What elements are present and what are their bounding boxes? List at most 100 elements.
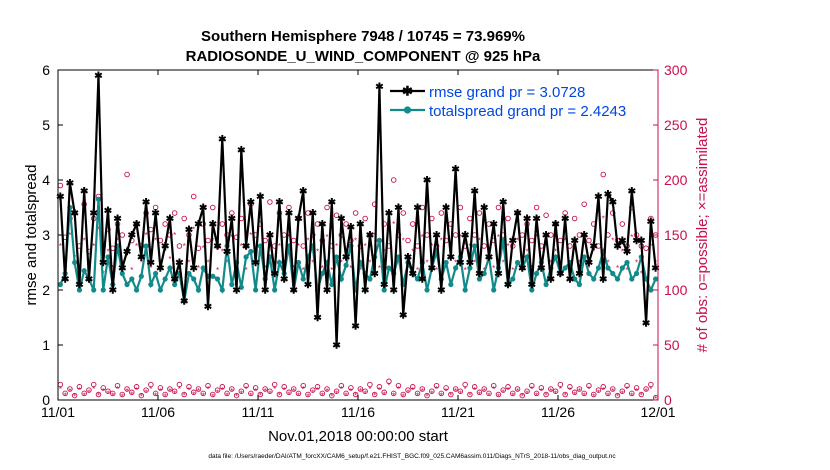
obs-possible-point-low [505, 384, 511, 390]
rmse-point: ✱ [280, 275, 289, 286]
obs-assimilated-point-low: * [364, 389, 367, 398]
rmse-point: ✱ [151, 209, 160, 220]
obs-assimilated-point-high: * [154, 237, 157, 246]
rmse-point: ✱ [80, 187, 89, 198]
obs-possible-point-high [229, 210, 235, 216]
totalspread-point [510, 276, 516, 282]
obs-possible-point-high [543, 212, 549, 218]
totalspread-point [300, 276, 306, 282]
rmse-point: ✱ [361, 286, 370, 297]
obs-assimilated-point-low: * [573, 391, 576, 400]
rmse-point: ✱ [366, 231, 375, 242]
x-tick-label: 11/21 [441, 404, 475, 420]
obs-assimilated-point-low: * [473, 386, 476, 395]
totalspread-point [424, 287, 430, 293]
obs-assimilated-point-high: * [506, 242, 509, 251]
obs-assimilated-point-low: * [583, 392, 586, 401]
obs-assimilated-point-high: * [359, 266, 362, 275]
obs-assimilated-point-high: * [83, 237, 86, 246]
rmse-point: ✱ [632, 236, 641, 247]
obs-assimilated-point-low: * [378, 386, 381, 395]
obs-assimilated-point-low: * [606, 392, 609, 401]
obs-possible-point-low [424, 392, 430, 399]
y-right-tick-label: 150 [664, 227, 688, 243]
obs-assimilated-point-low: * [416, 392, 419, 401]
obs-possible-point-high [362, 215, 368, 222]
obs-assimilated-point-low: * [540, 387, 543, 396]
obs-assimilated-point-high: * [530, 264, 533, 273]
rmse-point: ✱ [623, 247, 632, 258]
obs-assimilated-point-high: * [440, 237, 443, 246]
obs-assimilated-point-high: * [278, 242, 281, 251]
y-right-tick-label: 100 [664, 282, 688, 298]
legend-rmse-marker: ✱ [402, 84, 413, 99]
obs-possible-point-low [605, 390, 611, 397]
obs-assimilated-point-high: * [459, 233, 462, 242]
obs-assimilated-point-high: * [240, 242, 243, 251]
obs-possible-point-low [86, 387, 92, 393]
obs-assimilated-point-low: * [287, 391, 290, 400]
obs-assimilated-point-low: * [564, 392, 567, 401]
obs-possible-point-high [324, 204, 330, 211]
obs-possible-point-low [333, 388, 340, 394]
rmse-point: ✱ [85, 275, 94, 286]
obs-possible-point-low [262, 386, 268, 392]
totalspread-point [95, 196, 102, 202]
obs-possible-point-low [205, 382, 211, 389]
obs-possible-point-low [648, 381, 654, 388]
obs-assimilated-point-high: * [111, 264, 114, 273]
rmse-point: ✱ [70, 209, 79, 220]
obs-assimilated-point-high: * [378, 264, 381, 273]
legend-rmse-label: rmse grand pr = 3.0728 [429, 84, 585, 101]
y-axis-label-left: rmse and totalspread [23, 165, 40, 306]
obs-assimilated-point-low: * [630, 392, 633, 401]
rmse-point: ✱ [142, 198, 151, 209]
obs-assimilated-point-high: * [411, 248, 414, 257]
obs-possible-point-low [314, 384, 321, 390]
obs-possible-point-low [181, 391, 187, 398]
obs-assimilated-point-low: * [468, 392, 471, 401]
obs-possible-point-low [100, 385, 106, 391]
obs-possible-point-low [405, 387, 411, 393]
rmse-point: ✱ [599, 275, 608, 286]
rmse-point: ✱ [532, 214, 541, 225]
obs-assimilated-point-low: * [116, 385, 119, 394]
obs-assimilated-point-low: * [197, 387, 200, 396]
obs-possible-point-low [500, 387, 506, 393]
rmse-point: ✱ [185, 225, 194, 236]
obs-assimilated-point-high: * [68, 231, 71, 240]
y-right-tick-label: 300 [664, 62, 688, 78]
obs-assimilated-point-low: * [406, 388, 409, 397]
obs-assimilated-point-low: * [421, 387, 424, 396]
obs-possible-point-high [286, 204, 292, 211]
totalspread-point [648, 287, 654, 293]
totalspread-point [191, 276, 197, 282]
obs-possible-point-low [414, 390, 421, 397]
rmse-point: ✱ [542, 231, 551, 242]
obs-assimilated-point-low: * [164, 393, 167, 402]
rmse-point: ✱ [123, 247, 132, 258]
obs-possible-point-low [557, 381, 564, 388]
series-layer: * * * * * * * * * * * * * * * * * * * * * * * * * * * * * * * * * * * * * * * *… [56, 71, 660, 404]
rmse-point: ✱ [509, 236, 518, 247]
totalspread-point [367, 276, 373, 282]
rmse-point: ✱ [66, 178, 75, 189]
rmse-point: ✱ [237, 145, 246, 156]
obs-assimilated-point-high: * [649, 242, 652, 251]
obs-assimilated-point-low: * [149, 385, 152, 394]
obs-assimilated-point-low: * [459, 389, 462, 398]
obs-assimilated-point-low: * [402, 393, 405, 402]
totalspread-point [462, 287, 468, 293]
obs-possible-point-high [571, 215, 578, 222]
obs-possible-point-low [162, 391, 168, 398]
obs-possible-point-high [190, 193, 197, 200]
totalspread-point [386, 265, 392, 271]
obs-assimilated-point-low: * [359, 387, 362, 396]
obs-assimilated-point-high: * [221, 248, 224, 257]
obs-possible-point-low [276, 391, 283, 398]
obs-assimilated-point-high: * [492, 264, 495, 273]
obs-assimilated-point-low: * [145, 388, 148, 397]
data-file-footnote: data file: /Users/raeder/DAI/ATM_forcXX/… [208, 453, 616, 460]
obs-assimilated-point-high: * [273, 270, 276, 279]
obs-assimilated-point-high: * [311, 259, 314, 268]
